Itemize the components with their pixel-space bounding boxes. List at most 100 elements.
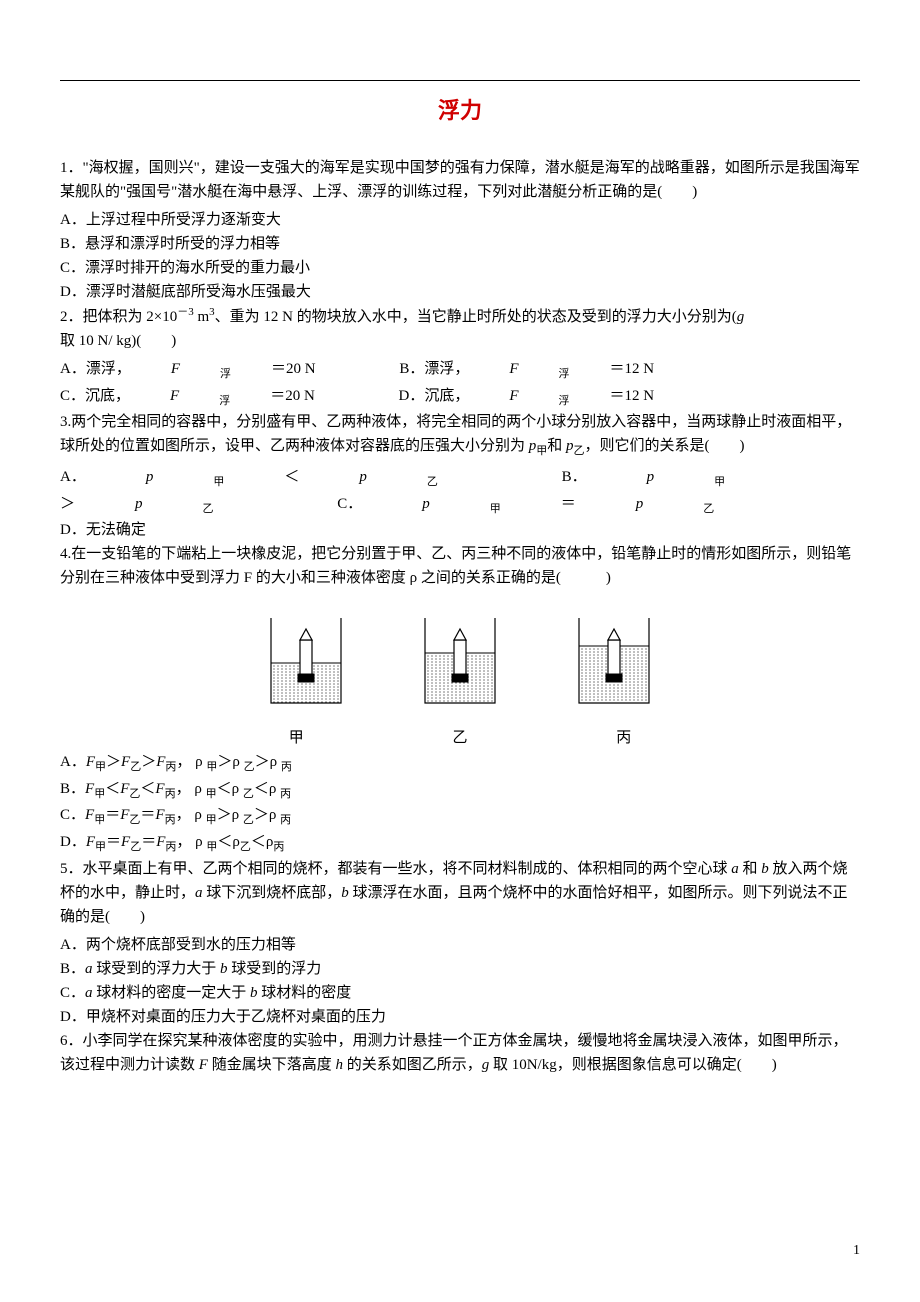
figure-yi [415,598,505,718]
q2b-sub: 浮 [559,368,570,380]
q3a-p2: p [359,469,367,485]
q2a-post: ＝20 N [271,361,316,377]
q3-option-c: C．p甲＝p乙 [337,496,774,512]
q5b-pre: B． [60,961,85,977]
question-3: 3.两个完全相同的容器中，分别盛有甲、乙两种液体，将完全相同的两个小球分别放入容… [60,410,860,461]
q2c-post: ＝20 N [270,388,315,404]
q2-exp: －3 [177,306,194,318]
q3a-s1: 甲 [213,476,224,488]
q3a-p1: p [146,469,154,485]
q4-option-d: D．F甲＝F乙＝F丙， ρ 甲＜ρ乙＜ρ丙 [60,830,860,857]
question-5: 5．水平桌面上有甲、乙两个相同的烧杯，都装有一些水，将不同材料制成的、体积相同的… [60,857,860,929]
q2-stem-pre: 2．把体积为 2×10 [60,309,177,325]
q3-options: A．p甲＜p乙 B．p甲＞p乙 C．p甲＝p乙 D．无法确定 [60,465,860,542]
q2b-f: F [509,361,518,377]
q2c-f: F [170,388,179,404]
q2d-post: ＝12 N [610,388,655,404]
q3a-s2: 乙 [427,476,438,488]
q2a-pre: A．漂浮， [60,361,131,377]
figure-bing [569,598,659,718]
q6-m2: 的关系如图乙所示， [343,1057,482,1073]
q2-row1: A．漂浮， F 浮 ＝20 N B．漂浮， F 浮 ＝12 N [60,357,860,384]
q5-a1: a [731,861,739,877]
q1-option-b: B．悬浮和漂浮时所受的浮力相等 [60,232,860,256]
question-1: 1．"海权握，国则兴"，建设一支强大的海军是实现中国梦的强有力保障，潜水艇是海军… [60,156,860,204]
q6-f: F [199,1057,208,1073]
top-rule [60,80,860,81]
q3b-s2: 乙 [203,503,214,515]
q6-post: 取 10N/kg，则根据图象信息可以确定( ) [489,1057,777,1073]
q2d-f: F [509,388,518,404]
q3-p2: p [566,438,574,454]
q4c-text: C．F甲＝F乙＝F丙， ρ 甲＞ρ 乙＞ρ 丙 [60,807,291,823]
q5-b1: b [761,861,769,877]
figure-jia [261,598,351,718]
q3c-pre: C． [337,496,362,512]
page-number: 1 [853,1240,860,1262]
q2-row2: C．沉底， F 浮 ＝20 N D．沉底， F 浮 ＝12 N [60,384,860,411]
q5c-mid: 球材料的密度一定大于 [93,985,251,1001]
q5c-pre: C． [60,985,85,1001]
page-title: 浮力 [60,93,860,128]
q3b-s1: 甲 [714,476,725,488]
q4-option-c: C．F甲＝F乙＝F丙， ρ 甲＞ρ 乙＞ρ 丙 [60,803,860,830]
q3b-gt: ＞ [60,496,75,512]
q5-option-d: D．甲烧杯对桌面的压力大于乙烧杯对桌面的压力 [60,1005,860,1029]
q2-mid: m [194,309,209,325]
q2a-sub: 浮 [220,368,231,380]
q2-option-b: B．漂浮， F 浮 ＝12 N [399,361,694,377]
q3c-eq: ＝ [561,496,576,512]
q2-option-c: C．沉底， F 浮 ＝20 N [60,388,355,404]
q2-g: g [737,309,745,325]
q3-s1: 甲 [536,445,547,457]
q2-option-a: A．漂浮， F 浮 ＝20 N [60,361,356,377]
q5-option-a: A．两个烧杯底部受到水的压力相等 [60,933,860,957]
q4a-text: A．F甲＞F乙＞F丙， ρ 甲＞ρ 乙＞ρ 丙 [60,754,292,770]
q5b-b: b [220,961,228,977]
q5b-mid: 球受到的浮力大于 [93,961,221,977]
q4-option-b: B．F甲＜F乙＜F丙， ρ 甲＜ρ 乙＜ρ 丙 [60,777,860,804]
q2b-post: ＝12 N [610,361,655,377]
q6-h: h [335,1057,343,1073]
q2d-pre: D．沉底， [399,388,470,404]
caption-jia: 甲 [226,726,366,750]
q3b-p2: p [135,496,143,512]
q4d-text: D．F甲＝F乙＝F丙， ρ 甲＜ρ乙＜ρ丙 [60,834,284,850]
q2-post: 、重为 12 N 的物块放入水中，当它静止时所处的状态及受到的浮力大小分别为( [215,309,737,325]
q3-option-d: D．无法确定 [60,522,146,538]
q2d-sub: 浮 [559,395,570,407]
q2c-sub: 浮 [219,395,230,407]
q4-figures: 甲 乙 丙 [60,598,860,750]
q3c-p1: p [422,496,430,512]
q5-a2: a [195,885,203,901]
q5c-b: b [250,985,258,1001]
q5c-post: 球材料的密度 [258,985,352,1001]
q5-m3: 球下沉到烧杯底部， [203,885,342,901]
q2b-pre: B．漂浮， [399,361,469,377]
q2c-pre: C．沉底， [60,388,130,404]
question-2: 2．把体积为 2×10－3 m3、重为 12 N 的物块放入水中，当它静止时所处… [60,304,860,353]
q5b-post: 球受到的浮力 [228,961,322,977]
q6-m1: 随金属块下落高度 [208,1057,336,1073]
q1-option-c: C．漂浮时排开的海水所受的重力最小 [60,256,860,280]
q3a-lt: ＜ [284,469,299,485]
q1-option-d: D．漂浮时潜艇底部所受海水压强最大 [60,280,860,304]
question-6: 6．小李同学在探究某种液体密度的实验中，用测力计悬挂一个正方体金属块，缓慢地将金… [60,1029,860,1077]
q5c-a: a [85,985,93,1001]
q4b-text: B．F甲＜F乙＜F丙， ρ 甲＜ρ 乙＜ρ 丙 [60,781,291,797]
q3-option-a: A．p甲＜p乙 [60,469,498,485]
q3c-s2: 乙 [703,503,714,515]
q5b-a: a [85,961,93,977]
q1-stem: 1．"海权握，国则兴"，建设一支强大的海军是实现中国梦的强有力保障，潜水艇是海军… [60,160,860,200]
q1-option-a: A．上浮过程中所受浮力逐渐变大 [60,208,860,232]
q3c-p2: p [636,496,644,512]
q2a-f: F [171,361,180,377]
q2-tail: 取 10 N/ kg)( ) [60,333,176,349]
q2-option-d: D．沉底， F 浮 ＝12 N [399,388,695,404]
question-4: 4.在一支铅笔的下端粘上一块橡皮泥，把它分别置于甲、乙、丙三种不同的液体中，铅笔… [60,542,860,590]
q5-pre: 5．水平桌面上有甲、乙两个相同的烧杯，都装有一些水，将不同材料制成的、体积相同的… [60,861,731,877]
q5-m1: 和 [743,861,762,877]
q5-option-b: B．a 球受到的浮力大于 b 球受到的浮力 [60,957,860,981]
caption-yi: 乙 [390,726,530,750]
q5-b2: b [341,885,349,901]
